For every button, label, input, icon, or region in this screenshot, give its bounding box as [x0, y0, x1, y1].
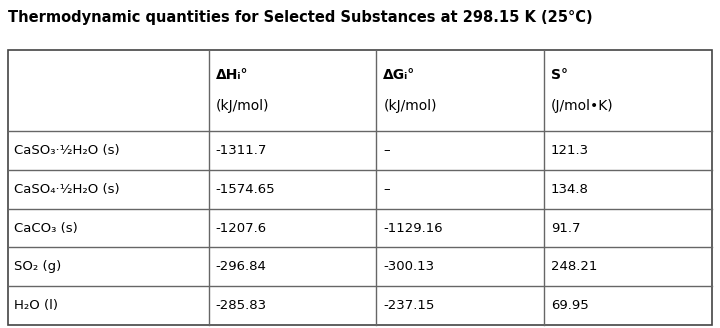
Text: 134.8: 134.8: [551, 183, 589, 196]
Text: H₂O (l): H₂O (l): [14, 299, 58, 312]
Text: ‑1207.6: ‑1207.6: [216, 221, 267, 235]
Text: –: –: [383, 183, 390, 196]
Text: CaSO₄·½H₂O (s): CaSO₄·½H₂O (s): [14, 183, 120, 196]
Text: S°: S°: [551, 68, 568, 82]
Text: –: –: [383, 144, 390, 157]
Text: ‑1574.65: ‑1574.65: [216, 183, 276, 196]
Text: CaCO₃ (s): CaCO₃ (s): [14, 221, 78, 235]
Text: 69.95: 69.95: [551, 299, 589, 312]
Text: ‑300.13: ‑300.13: [383, 260, 434, 273]
Text: 121.3: 121.3: [551, 144, 589, 157]
Text: ‑1311.7: ‑1311.7: [216, 144, 267, 157]
Text: 91.7: 91.7: [551, 221, 580, 235]
Text: ‑285.83: ‑285.83: [216, 299, 267, 312]
Text: (J/mol•K): (J/mol•K): [551, 99, 613, 113]
Text: Thermodynamic quantities for Selected Substances at 298.15 K (25°C): Thermodynamic quantities for Selected Su…: [8, 10, 593, 25]
Text: ΔGᵢ°: ΔGᵢ°: [383, 68, 415, 82]
Text: ‑1129.16: ‑1129.16: [383, 221, 443, 235]
Text: 248.21: 248.21: [551, 260, 598, 273]
Text: CaSO₃·½H₂O (s): CaSO₃·½H₂O (s): [14, 144, 120, 157]
Text: (kJ/mol): (kJ/mol): [216, 99, 269, 113]
Text: SO₂ (g): SO₂ (g): [14, 260, 61, 273]
Text: ‑237.15: ‑237.15: [383, 299, 435, 312]
Text: ‑296.84: ‑296.84: [216, 260, 266, 273]
Text: (kJ/mol): (kJ/mol): [383, 99, 437, 113]
Text: ΔHᵢ°: ΔHᵢ°: [216, 68, 248, 82]
